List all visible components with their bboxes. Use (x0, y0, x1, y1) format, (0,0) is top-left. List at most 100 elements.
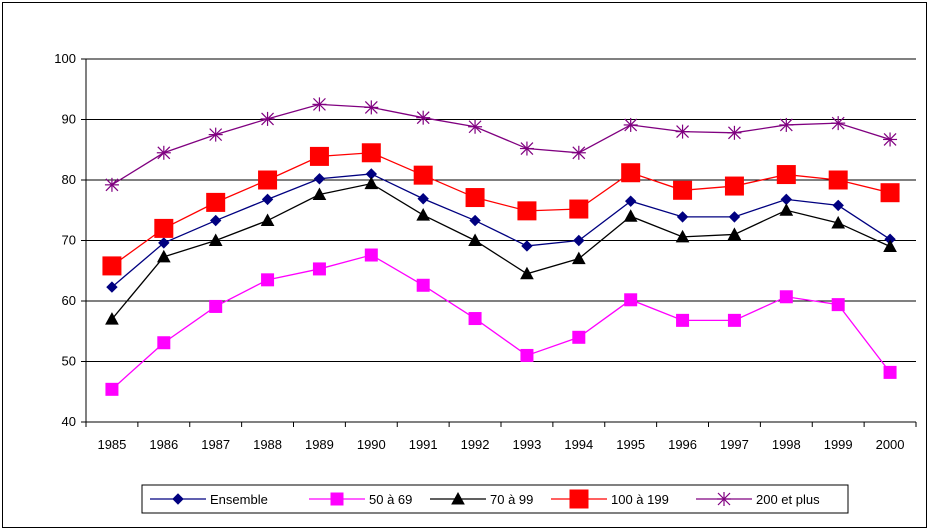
data-point (468, 233, 482, 246)
data-point (519, 141, 534, 156)
data-point (780, 193, 793, 206)
x-tick-label: 1995 (616, 437, 645, 452)
data-point (776, 165, 796, 185)
data-point (261, 273, 275, 287)
data-point (623, 117, 638, 132)
data-point (779, 203, 794, 216)
data-point (517, 201, 537, 221)
data-point (102, 256, 122, 276)
data-point (727, 227, 742, 240)
data-point (156, 145, 171, 160)
data-point (623, 209, 638, 222)
x-tick-label: 1985 (97, 437, 126, 452)
x-tick-label: 1987 (201, 437, 230, 452)
legend-label: 100 à 199 (611, 492, 669, 507)
x-tick-label: 2000 (876, 437, 905, 452)
data-point (832, 199, 844, 212)
data-point (521, 240, 533, 252)
series-2 (105, 176, 897, 325)
x-tick-label: 1988 (253, 437, 282, 452)
x-tick-label: 1992 (461, 437, 490, 452)
data-point (727, 313, 741, 327)
y-tick-label: 70 (62, 233, 76, 248)
data-point (208, 233, 223, 246)
data-point (106, 281, 118, 293)
data-point (104, 177, 119, 192)
data-point (209, 214, 222, 227)
data-point (880, 183, 900, 203)
legend-marker (717, 492, 731, 506)
y-tick-label: 40 (62, 414, 76, 429)
data-point (571, 145, 586, 160)
data-point (675, 229, 690, 243)
data-point (209, 299, 223, 313)
data-point (258, 170, 278, 190)
x-tick-label: 1994 (564, 437, 593, 452)
data-point (520, 348, 534, 362)
x-tick-label: 1999 (824, 437, 853, 452)
data-point (364, 248, 378, 262)
data-point (208, 127, 223, 142)
series-1 (105, 248, 897, 396)
legend-marker (451, 491, 465, 505)
legend: Ensemble 50 à 69 70 à 99 100 à 199 200 et pl… (141, 484, 849, 514)
y-tick-label: 90 (62, 112, 76, 127)
legend-marker (330, 492, 344, 506)
y-tick-label: 50 (62, 354, 76, 369)
data-point (105, 382, 119, 396)
legend-marker (569, 489, 589, 509)
x-tick-label: 1996 (668, 437, 697, 452)
data-point (883, 239, 897, 253)
y-tick-label: 100 (54, 51, 76, 66)
data-point (260, 111, 275, 126)
data-point (312, 97, 327, 112)
legend-entry: 70 à 99 (430, 491, 533, 507)
data-point (831, 116, 846, 131)
data-point (673, 180, 693, 200)
series-line (111, 152, 891, 267)
series-line (111, 254, 891, 390)
data-point (158, 237, 170, 249)
data-point (831, 215, 846, 229)
data-point (828, 170, 848, 190)
data-point (468, 312, 482, 326)
data-point (883, 132, 898, 147)
data-point (621, 163, 641, 183)
legend-label: 200 et plus (756, 492, 820, 507)
series-4 (104, 97, 898, 192)
legend-entry: 200 et plus (696, 492, 820, 507)
data-point (520, 266, 534, 280)
x-tick-labels: 1985 1986 1987 1988 1989 1990 1991 1992 1993 1994… (97, 437, 904, 452)
data-point (364, 100, 379, 115)
data-point (416, 110, 431, 125)
x-tick-label: 1997 (720, 437, 749, 452)
x-tick-label: 1989 (305, 437, 334, 452)
data-point (676, 211, 689, 223)
data-point (469, 214, 481, 227)
data-point (364, 176, 379, 190)
legend-box (141, 484, 849, 514)
data-point (465, 188, 485, 208)
data-point (206, 192, 226, 212)
series-group (102, 97, 900, 396)
data-point (417, 193, 429, 205)
data-point (779, 290, 793, 304)
data-point (416, 278, 430, 292)
x-tick-label: 1990 (357, 437, 386, 452)
x-tick-label: 1998 (772, 437, 801, 452)
x-tick-label: 1991 (409, 437, 438, 452)
data-point (261, 193, 274, 206)
data-point (157, 336, 171, 350)
x-tick-label: 1986 (149, 437, 178, 452)
data-point (260, 213, 275, 227)
legend-entry: Ensemble (150, 492, 268, 507)
series-0 (106, 168, 896, 293)
legend-marker (172, 493, 184, 505)
data-point (105, 312, 119, 325)
data-point (569, 199, 589, 219)
axes (81, 58, 917, 427)
legend-entry: 100 à 199 (551, 489, 669, 509)
x-tick-label: 1993 (512, 437, 541, 452)
data-point (727, 125, 742, 140)
